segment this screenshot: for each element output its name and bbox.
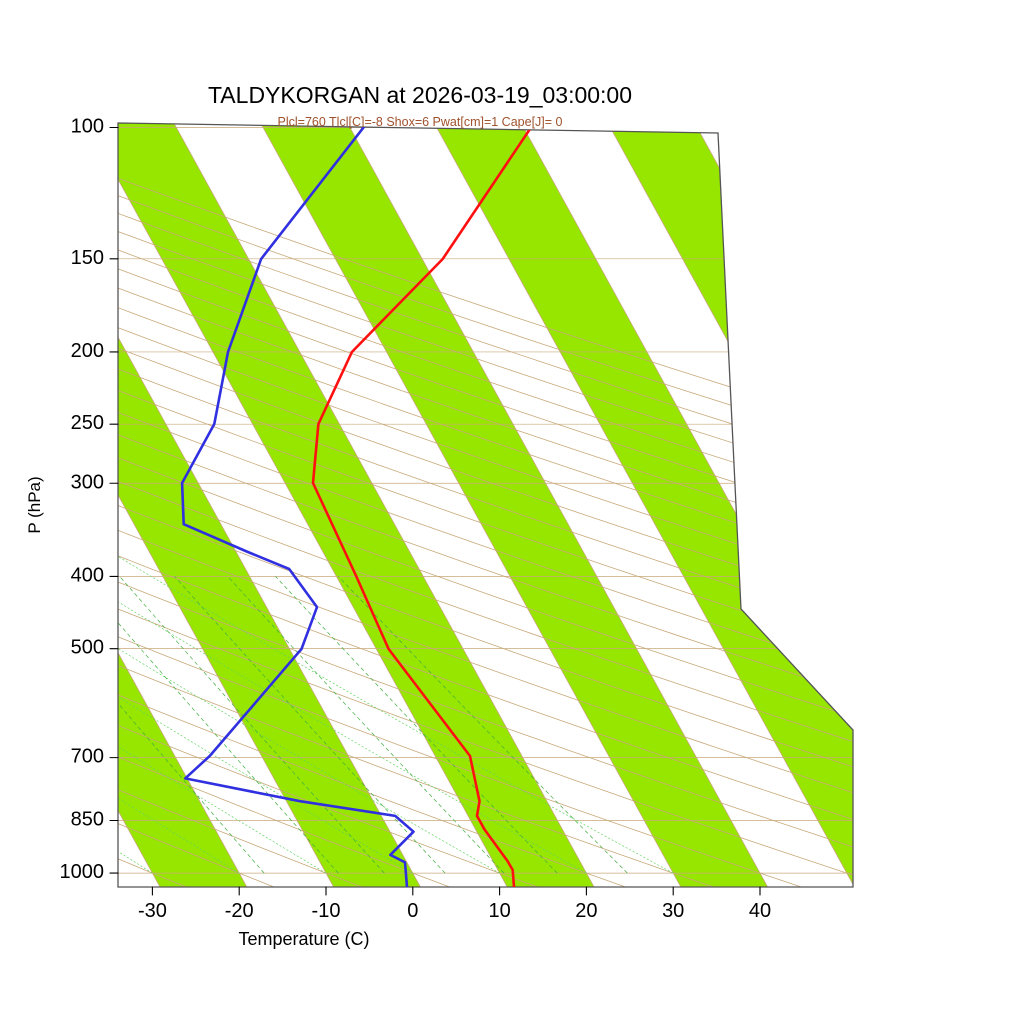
svg-text:30: 30 xyxy=(662,900,684,922)
svg-text:700: 700 xyxy=(71,746,104,768)
svg-text:150: 150 xyxy=(71,247,104,269)
svg-text:200: 200 xyxy=(71,340,104,362)
svg-text:Plcl=760 Tlcl[C]=-8 Shox=6 Pwa: Plcl=760 Tlcl[C]=-8 Shox=6 Pwat[cm]=1 Ca… xyxy=(278,115,563,129)
svg-text:TALDYKORGAN at 2026-03-19_03:0: TALDYKORGAN at 2026-03-19_03:00:00 xyxy=(208,82,632,108)
svg-text:300: 300 xyxy=(71,471,104,493)
svg-text:-30: -30 xyxy=(138,900,167,922)
svg-text:400: 400 xyxy=(71,564,104,586)
svg-text:20: 20 xyxy=(575,900,597,922)
svg-text:40: 40 xyxy=(749,900,771,922)
svg-text:-20: -20 xyxy=(225,900,254,922)
svg-text:500: 500 xyxy=(71,637,104,659)
svg-text:100: 100 xyxy=(71,116,104,138)
svg-text:850: 850 xyxy=(71,808,104,830)
svg-text:-10: -10 xyxy=(312,900,341,922)
svg-text:Temperature (C): Temperature (C) xyxy=(238,929,369,949)
svg-text:10: 10 xyxy=(488,900,510,922)
svg-text:P (hPa): P (hPa) xyxy=(25,476,44,533)
svg-text:1000: 1000 xyxy=(60,861,105,883)
svg-text:250: 250 xyxy=(71,412,104,434)
svg-text:0: 0 xyxy=(407,900,418,922)
